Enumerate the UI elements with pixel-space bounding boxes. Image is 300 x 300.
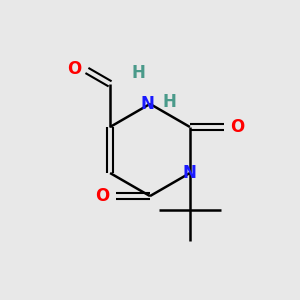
Text: H: H [131, 64, 145, 82]
Text: N: N [141, 95, 154, 113]
Text: O: O [231, 118, 245, 136]
Text: H: H [162, 93, 176, 111]
Text: N: N [183, 164, 197, 182]
Text: O: O [95, 187, 109, 205]
Text: O: O [67, 60, 82, 78]
